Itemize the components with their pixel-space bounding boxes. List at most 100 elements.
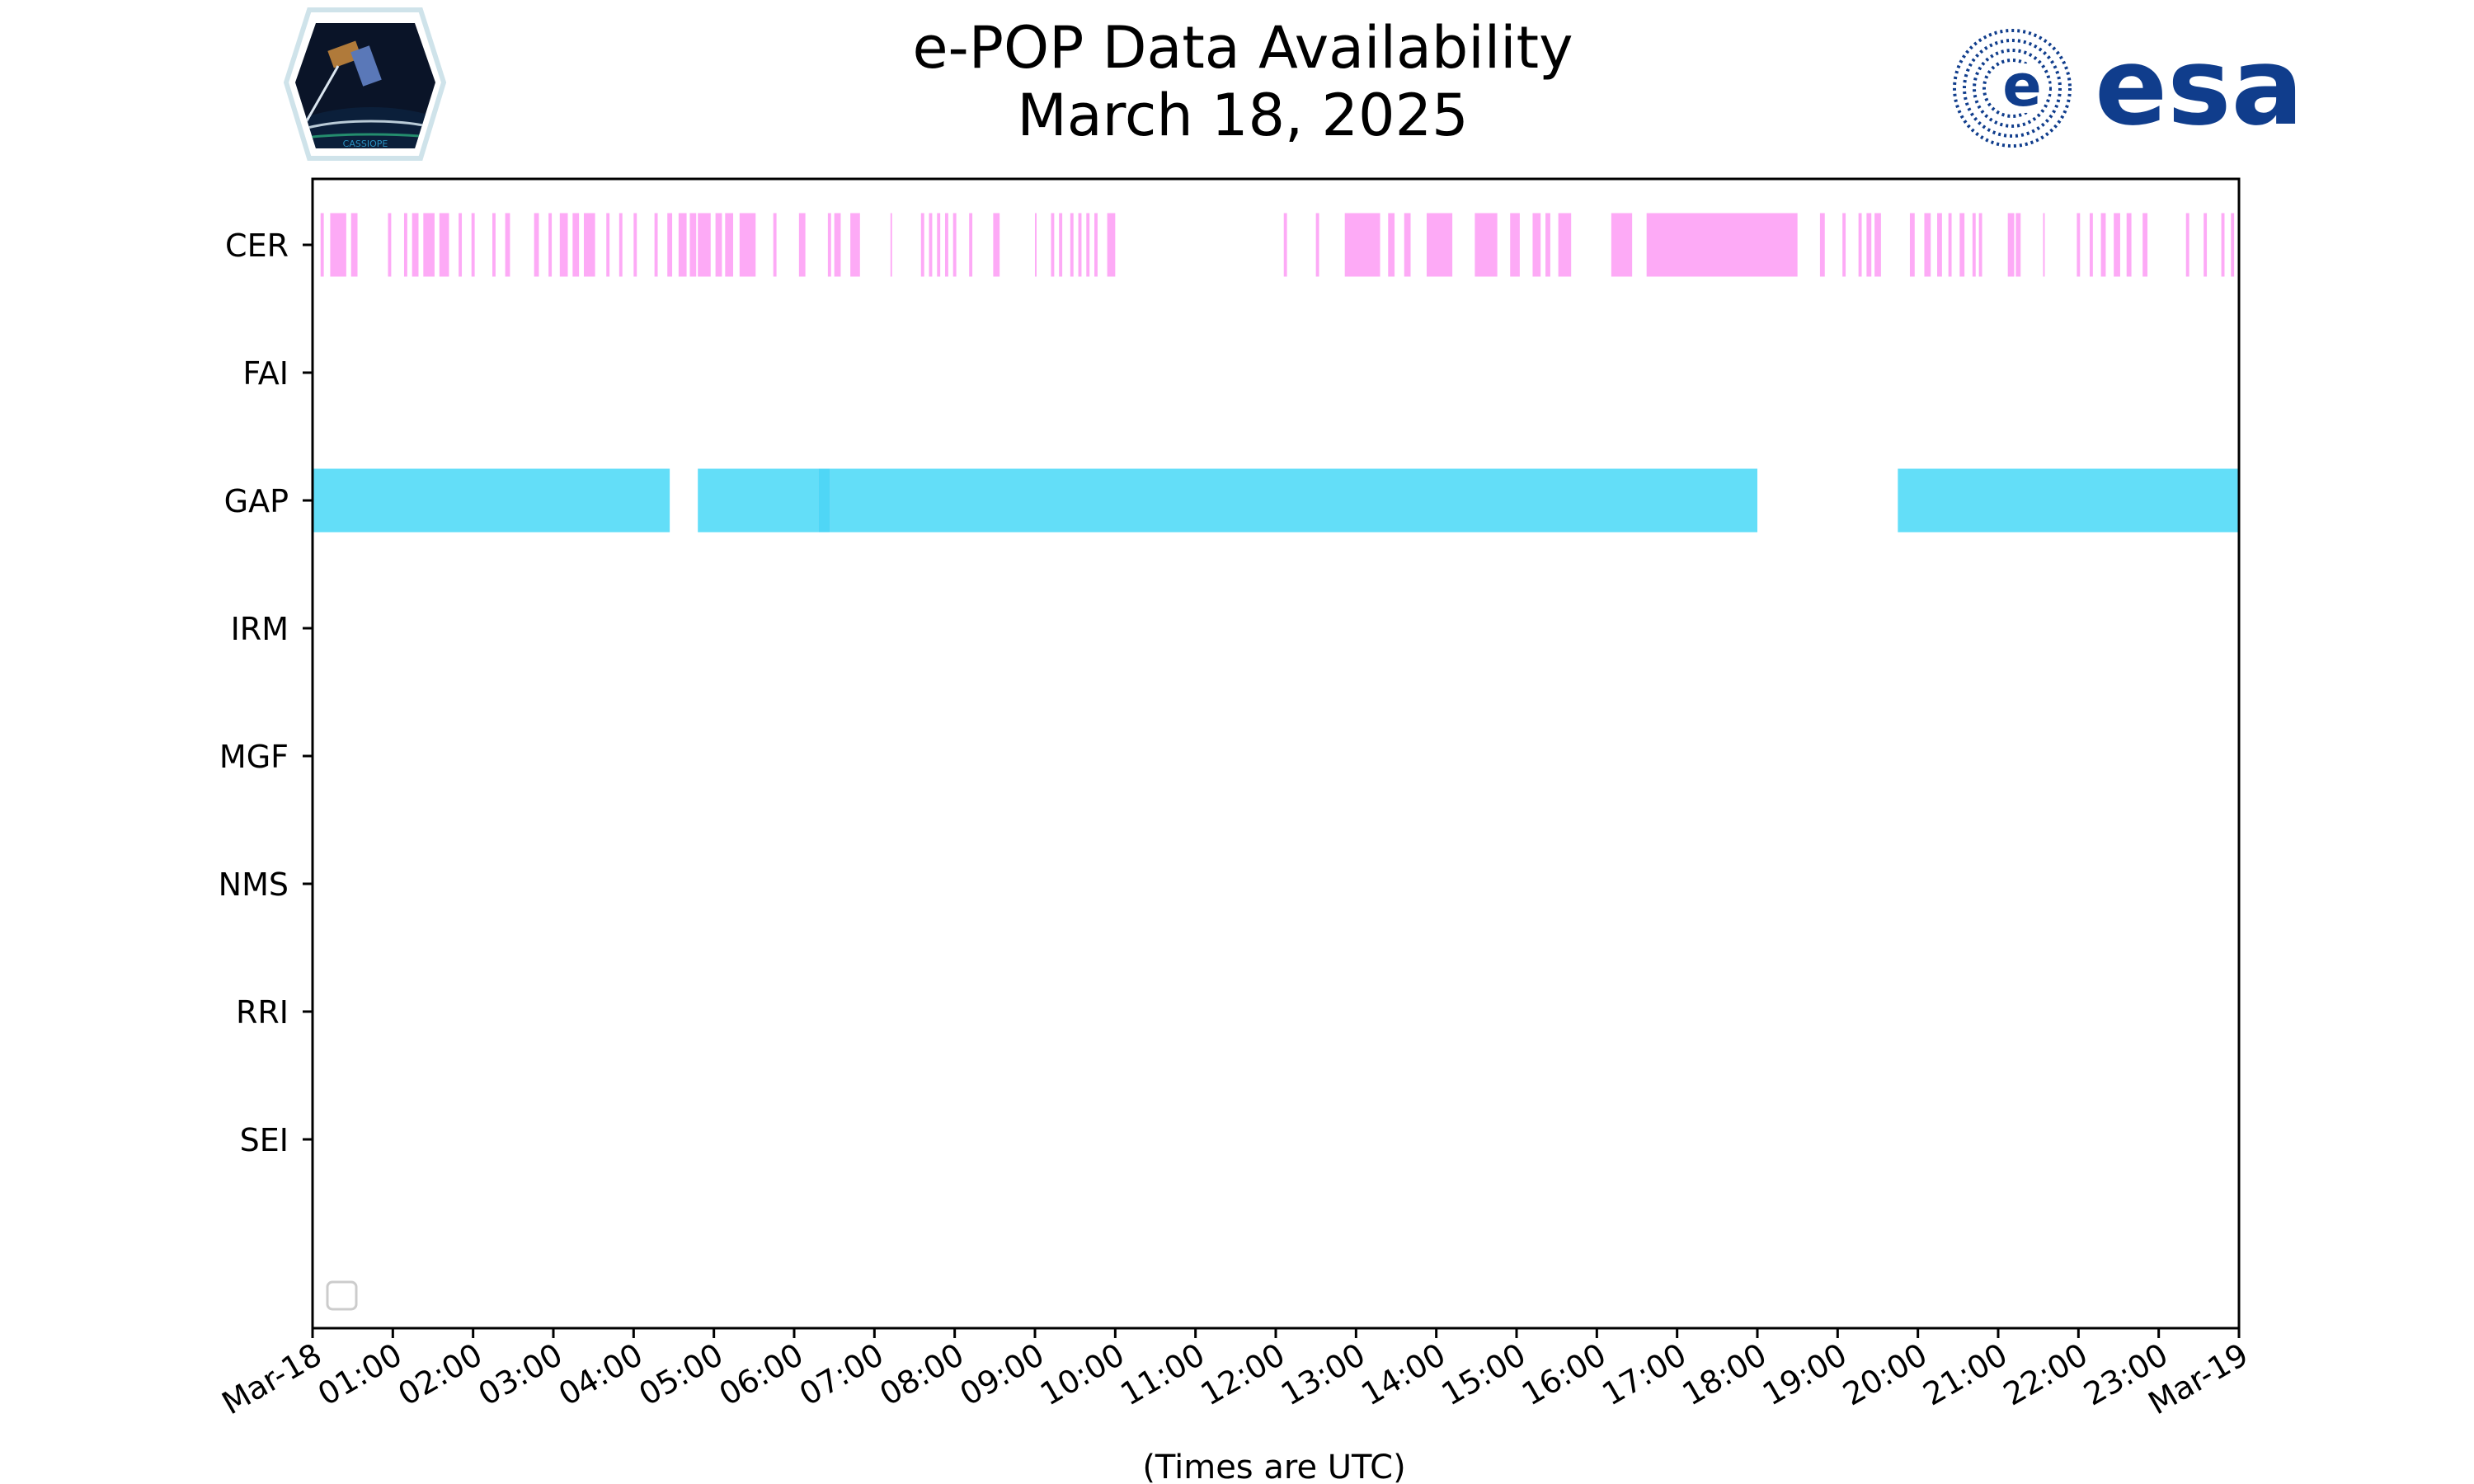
cer-bar <box>1404 213 1411 277</box>
cer-bar <box>350 213 358 277</box>
cer-bar <box>1646 213 1798 277</box>
cer-bar <box>1819 213 1825 277</box>
x-axis-title: (Times are UTC) <box>1142 1449 1405 1484</box>
cassiope-logo-text: CASSIOPE <box>343 139 388 149</box>
cer-bar <box>2043 213 2045 277</box>
y-tick-label: CER <box>225 228 289 264</box>
esa-logo-text: esa <box>2095 24 2303 149</box>
cer-bar <box>834 213 841 277</box>
cer-bar <box>678 213 687 277</box>
cer-bar <box>739 213 756 277</box>
x-tick-label: 19:00 <box>1757 1336 1853 1413</box>
cer-bar <box>559 213 568 277</box>
cer-bar <box>698 213 711 277</box>
cer-bar <box>1874 213 1881 277</box>
cer-bar <box>993 213 1000 277</box>
y-tick-label: SEI <box>240 1122 289 1158</box>
x-tick-label: 10:00 <box>1034 1336 1131 1413</box>
cer-bar <box>2185 213 2189 277</box>
y-tick-label: NMS <box>219 866 289 903</box>
cer-bar <box>850 213 860 277</box>
cer-bar <box>890 213 892 277</box>
cer-bar <box>548 213 553 277</box>
x-tick-label: 02:00 <box>392 1336 488 1413</box>
x-axis: Mar-1801:0002:0003:0004:0005:0006:0007:0… <box>216 1328 2255 1421</box>
cer-bar <box>725 213 734 277</box>
cer-bar <box>1344 213 1380 277</box>
cer-bar <box>1959 213 1965 277</box>
gap-bar <box>830 468 1757 533</box>
cer-bar <box>1972 213 1976 277</box>
cer-bar <box>2114 213 2120 277</box>
cer-bar <box>969 213 973 277</box>
y-tick-label: GAP <box>224 483 289 519</box>
cer-bar <box>1070 213 1074 277</box>
data-bars <box>313 213 2239 533</box>
cer-bar <box>920 213 924 277</box>
y-tick-label: FAI <box>242 355 289 392</box>
cer-bar <box>1035 213 1037 277</box>
y-tick-label: RRI <box>236 994 289 1031</box>
cer-bar <box>1475 213 1498 277</box>
cer-bar <box>1924 213 1931 277</box>
x-tick-label: 16:00 <box>1516 1336 1612 1413</box>
cer-bar <box>1086 213 1090 277</box>
y-tick-label: MGF <box>219 739 289 775</box>
cer-bar <box>492 213 496 277</box>
cer-bar <box>2089 213 2093 277</box>
x-tick-label: 03:00 <box>473 1336 569 1413</box>
legend-box <box>326 1280 358 1311</box>
cer-bar <box>412 213 419 277</box>
cer-bar <box>1858 213 1862 277</box>
chart-subtitle: March 18, 2025 <box>1017 82 1468 149</box>
cer-bar <box>1051 213 1055 277</box>
x-tick-label: 04:00 <box>553 1336 649 1413</box>
cer-bar <box>534 213 539 277</box>
cer-bar <box>330 213 346 277</box>
cer-bar <box>2100 213 2106 277</box>
gap-bar <box>1898 468 2239 533</box>
cer-bar <box>952 213 957 277</box>
x-tick-label: 21:00 <box>1917 1336 2014 1413</box>
cer-bar <box>2204 213 2208 277</box>
x-tick-label: 15:00 <box>1436 1336 1532 1413</box>
x-tick-label: 08:00 <box>873 1336 970 1413</box>
y-axis: CER FAI GAP IRM MGF NMS RRI SEI <box>219 228 313 1158</box>
cer-bar <box>667 213 673 277</box>
cer-bar <box>1426 213 1453 277</box>
cer-bar <box>1545 213 1550 277</box>
cer-bar <box>2015 213 2021 277</box>
x-tick-label: 11:00 <box>1114 1336 1211 1413</box>
y-tick-label: IRM <box>231 611 289 647</box>
cer-bar <box>2077 213 2081 277</box>
x-tick-label: 07:00 <box>793 1336 890 1413</box>
cer-bar <box>1558 213 1572 277</box>
x-tick-label: 22:00 <box>1997 1336 2094 1413</box>
x-tick-label: 12:00 <box>1195 1336 1291 1413</box>
cer-bar <box>572 213 580 277</box>
cer-bar <box>1909 213 1915 277</box>
cer-bar <box>715 213 722 277</box>
x-tick-label: 01:00 <box>312 1336 408 1413</box>
chart-title: e-POP Data Availability <box>912 14 1573 82</box>
cer-bar <box>471 213 475 277</box>
cer-bar <box>1107 213 1116 277</box>
cer-bar <box>618 213 623 277</box>
cer-bar <box>606 213 610 277</box>
cer-bar <box>2007 213 2015 277</box>
cer-bar <box>1948 213 1952 277</box>
cer-bar <box>633 213 637 277</box>
satellite-icon <box>303 40 382 124</box>
cer-bar <box>459 213 463 277</box>
x-tick-label: 13:00 <box>1275 1336 1371 1413</box>
gap-bar <box>818 468 830 533</box>
cer-bar <box>689 213 697 277</box>
cer-bar <box>1094 213 1098 277</box>
cer-bar <box>827 213 831 277</box>
cer-bar <box>2231 213 2235 277</box>
esa-logo: e esa <box>1953 24 2303 149</box>
cer-bar <box>2221 213 2225 277</box>
cer-bar <box>505 213 510 277</box>
esa-swirl-icon: e <box>1953 29 2072 148</box>
